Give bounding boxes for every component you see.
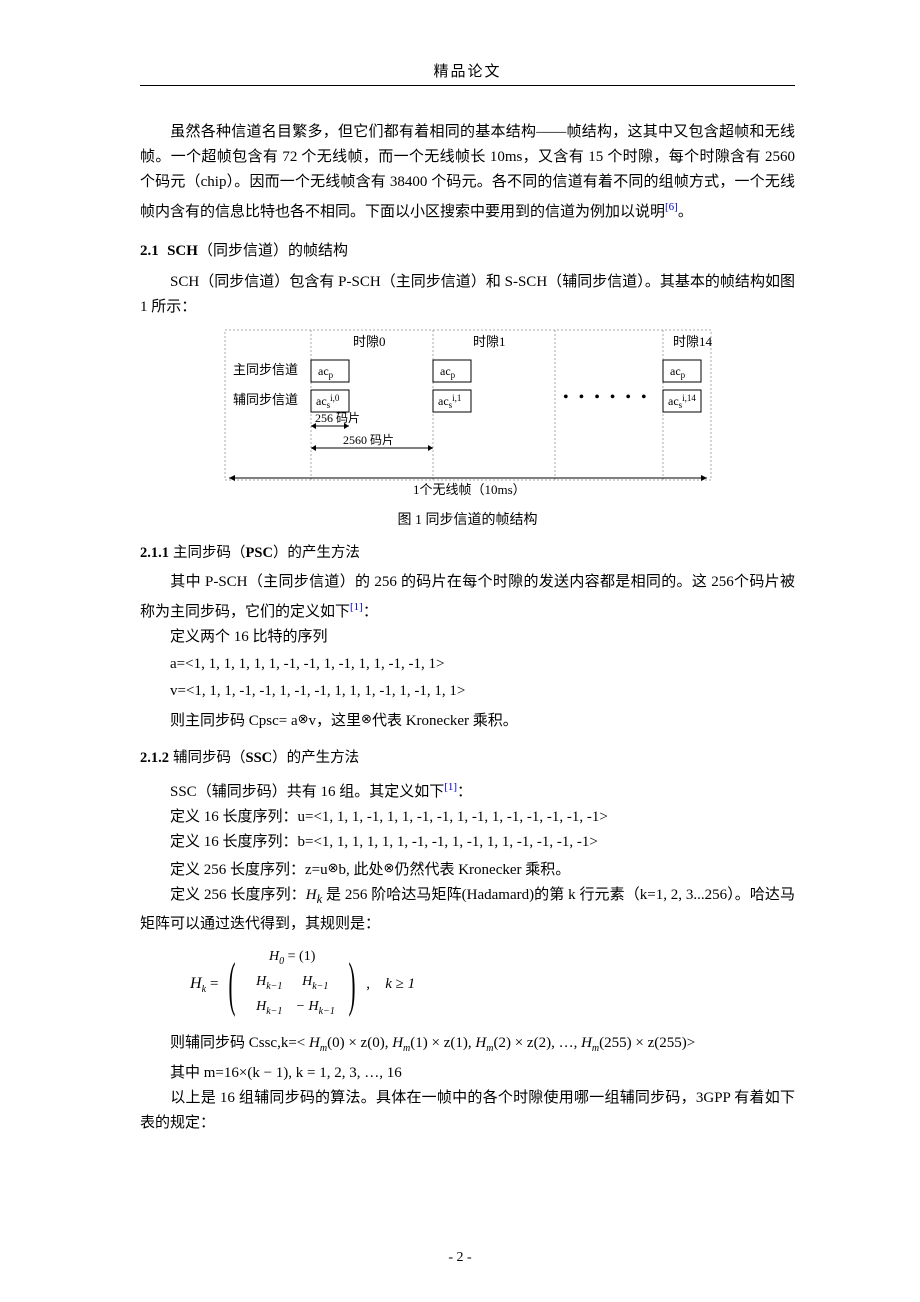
para-6: 以上是 16 组辅同步码的算法。具体在一帧中的各个时隙使用哪一组辅同步码，3GP… [140, 1086, 795, 1136]
figure-1-svg: 时隙0 时隙1 时隙14 主同步信道 辅同步信道 acp acp acp acs… [223, 328, 713, 498]
ellipsis-dots: • • • • • • [563, 389, 650, 406]
page: 精品论文 虽然各种信道名目繁多，但它们都有着相同的基本结构——帧结构，这其中又包… [0, 0, 920, 1302]
m256: 256 码片 [315, 411, 360, 425]
slot1-label: 时隙1 [473, 334, 506, 349]
eq-v: v=<1, 1, 1, -1, -1, 1, -1, -1, 1, 1, 1, … [170, 679, 795, 704]
ref-6: [6] [665, 201, 678, 213]
para-3c: 则主同步码 Cpsc= a⊗v，这里⊗代表 Kronecker 乘积。 [140, 706, 795, 734]
figure-1-caption: 图 1 同步信道的帧结构 [140, 509, 795, 529]
p14: ac [670, 364, 681, 378]
slot0-label: 时隙0 [353, 334, 386, 349]
para-4a: SSC（辅同步码）共有 16 组。其定义如下[1]： [140, 775, 795, 805]
para-5a: 则辅同步码 Cssc,k=< Hm(0) × z(0), Hm(1) × z(1… [140, 1031, 795, 1061]
ref-1b: [1] [444, 781, 457, 793]
row-p-label: 主同步信道 [233, 362, 298, 377]
para-4c: 定义 16 长度序列：b=<1, 1, 1, 1, 1, 1, -1, -1, … [140, 830, 795, 855]
para-4b: 定义 16 长度序列：u=<1, 1, 1, -1, 1, 1, -1, -1,… [140, 805, 795, 830]
m2560: 2560 码片 [343, 433, 394, 447]
para-5b: 其中 m=16×(k − 1), k = 1, 2, 3, …, 16 [140, 1061, 795, 1086]
heading-2-1: 2.1 SCH（同步信道）的帧结构 [140, 239, 795, 260]
p1: ac [440, 364, 451, 378]
heading-2-1-2: 2.1.2 辅同步码（SSC）的产生方法 [140, 746, 795, 767]
header-title: 精品论文 [140, 60, 795, 86]
para-4d: 定义 256 长度序列：z=u⊗b, 此处⊗仍然代表 Kronecker 乘积。 [140, 855, 795, 883]
h211-no: 2.1.1 [140, 545, 169, 561]
slot14-label: 时隙14 [673, 334, 713, 349]
page-number: - 2 - [0, 1250, 920, 1266]
hadamard-matrix: Hk = ( H0 = (1) Hk−1 Hk−1 Hk−1 − Hk−1 ) … [190, 947, 795, 1021]
para-2-text: SCH（同步信道）包含有 P-SCH（主同步信道）和 S-SCH（辅同步信道）。… [140, 274, 795, 315]
para-intro: 虽然各种信道名目繁多，但它们都有着相同的基本结构——帧结构，这其中又包含超帧和无… [140, 120, 795, 225]
para-2: SCH（同步信道）包含有 P-SCH（主同步信道）和 S-SCH（辅同步信道）。… [140, 270, 795, 320]
para-3b: 定义两个 16 比特的序列 [140, 625, 795, 650]
row-s-label: 辅同步信道 [233, 392, 298, 407]
heading-2-1-1: 2.1.1 主同步码（PSC）的产生方法 [140, 541, 795, 562]
figure-1: 时隙0 时隙1 时隙14 主同步信道 辅同步信道 acp acp acp acs… [223, 328, 713, 503]
para-intro-text: 虽然各种信道名目繁多，但它们都有着相同的基本结构——帧结构，这其中又包含超帧和无… [140, 124, 795, 220]
h212-no: 2.1.2 [140, 750, 169, 766]
ref-1a: [1] [350, 601, 363, 613]
h21-bold: SCH [167, 243, 198, 259]
h21-no: 2.1 [140, 243, 159, 259]
h21-rest: （同步信道）的帧结构 [198, 242, 348, 259]
frame-label: 1个无线帧（10ms） [413, 482, 526, 497]
p-boxes: acp acp acp [311, 360, 701, 382]
p0: ac [318, 364, 329, 378]
para-4e: 定义 256 长度序列：Hk 是 256 阶哈达马矩阵(Hadamard)的第 … [140, 883, 795, 937]
para-3a: 其中 P-SCH（主同步信道）的 256 的码片在每个时隙的发送内容都是相同的。… [140, 570, 795, 625]
eq-a: a=<1, 1, 1, 1, 1, 1, -1, -1, 1, -1, 1, 1… [170, 652, 795, 677]
